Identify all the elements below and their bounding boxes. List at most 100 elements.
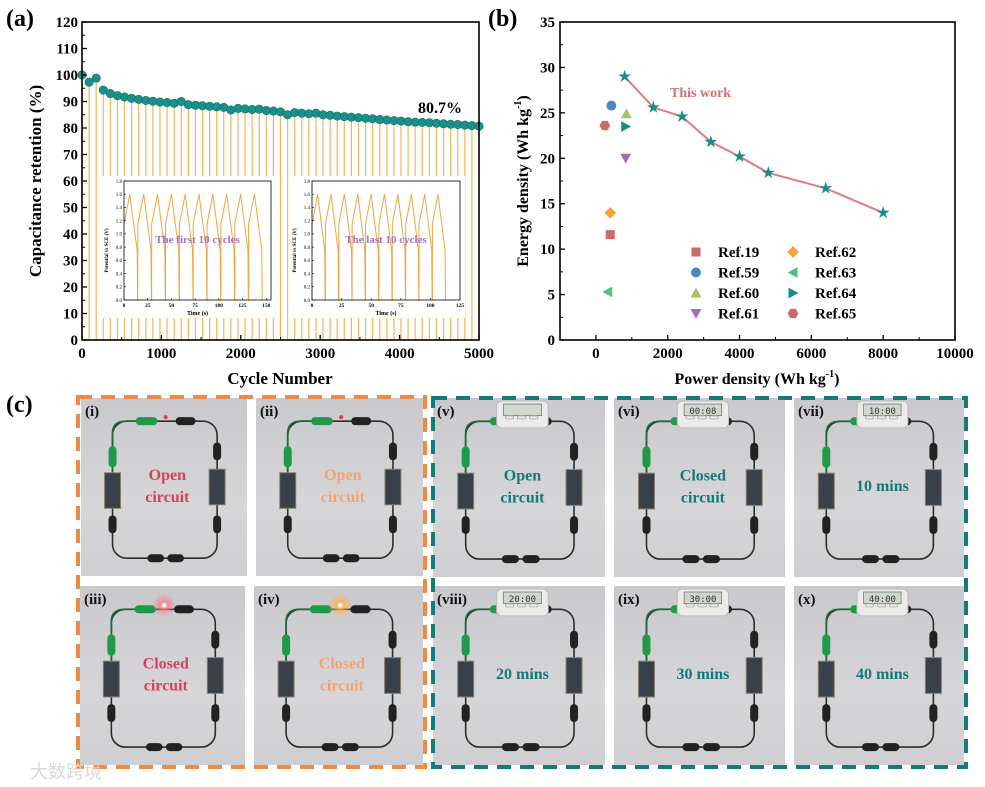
inset-xlabel: Time (s)	[375, 310, 396, 317]
photo-label: (v)	[437, 404, 455, 420]
y-tick-label: 15	[540, 197, 555, 213]
photo-caption: circuit	[321, 489, 366, 506]
inset-y-tick-label: 1.6	[304, 193, 311, 198]
black-clip	[341, 743, 359, 752]
supercapacitor-device	[565, 657, 583, 694]
black-clip	[282, 704, 291, 723]
data-point-this-work	[876, 206, 890, 219]
inset-y-tick-label: 1.4	[304, 206, 311, 211]
timer-device: 30:00	[676, 588, 730, 617]
y-tick-label: 35	[540, 15, 555, 31]
green-clip	[107, 634, 116, 656]
green-clip	[461, 446, 470, 468]
photo-caption: 40 mins	[856, 666, 909, 683]
inset-xlabel: Time (s)	[187, 310, 208, 317]
supercapacitor-device	[457, 472, 475, 510]
black-clip	[388, 704, 397, 723]
y-tick-label: 20	[63, 280, 78, 296]
inset-y-tick-label: 1.6	[116, 193, 123, 198]
supercapacitor-device	[384, 468, 402, 506]
black-clip	[750, 704, 759, 723]
black-clip	[107, 704, 116, 723]
data-point-ref-60	[621, 108, 632, 119]
green-wire	[464, 608, 511, 667]
data-point	[84, 77, 94, 87]
legend-item: Ref.63	[787, 266, 856, 282]
inset-y-tick-label: 0.0	[304, 299, 311, 304]
photo-i: (i) Open circuit	[81, 398, 247, 576]
y-tick-label: 25	[540, 106, 555, 122]
timer-button	[876, 603, 887, 608]
y-tick-label: 60	[63, 174, 78, 190]
chart-a-xlabel: Cycle Number	[227, 369, 333, 388]
photo-v: (v) Open circuit	[433, 398, 605, 577]
black-clip	[461, 704, 470, 723]
green-wire	[825, 420, 871, 479]
photo-vii: 10:00 (vii) 10 mins	[794, 398, 964, 577]
photo-label: (ix)	[618, 592, 640, 608]
photo-caption: circuit	[681, 489, 726, 506]
y-tick-label: 5	[548, 288, 556, 304]
inset-y-tick-label: 0.8	[304, 246, 311, 251]
black-clip	[213, 442, 222, 461]
inset-x-tick-label: 75	[398, 303, 404, 309]
x-tick-label: 10000	[936, 346, 974, 362]
black-clip	[570, 442, 579, 461]
black-clip	[702, 555, 721, 564]
inset-ylabel: Potential vs SCE (V)	[293, 228, 298, 272]
photo-caption: 30 mins	[676, 666, 729, 683]
inset-x-tick-label: 50	[368, 303, 374, 309]
data-point-ref-62	[604, 206, 617, 219]
black-clip	[211, 704, 220, 723]
teal-dashed-frame	[431, 396, 968, 769]
black-clip	[350, 605, 371, 614]
y-tick-label: 30	[540, 60, 555, 76]
inset-x-tick-label: 25	[145, 303, 151, 309]
photo-caption: Open	[324, 467, 361, 484]
black-clip	[108, 515, 117, 534]
green-clip	[822, 634, 831, 656]
photo-caption: Open	[504, 467, 541, 484]
photo-label: (iii)	[84, 592, 107, 608]
black-clip	[750, 442, 759, 461]
inset-y-tick-label: 0.8	[116, 246, 123, 251]
legend-marker-square-icon	[691, 247, 701, 257]
timer-display-text: 00:08	[689, 407, 716, 417]
inset-y-tick-label: 0.2	[116, 286, 123, 291]
timer-device: 10:00	[856, 400, 909, 429]
inset-y-tick-label: 1.8	[116, 180, 123, 185]
supercapacitor-device	[208, 468, 226, 506]
legend-label: Ref.65	[815, 307, 856, 323]
timer-button	[709, 603, 719, 608]
black-clip	[862, 743, 879, 752]
photo-caption: circuit	[144, 677, 189, 694]
data-point-ref-59	[606, 100, 617, 111]
data-point-this-work	[761, 166, 775, 179]
inset-caption: The first 10 cycles	[155, 234, 240, 246]
supercapacitor-device	[565, 469, 583, 506]
legend-marker-triangle-right-icon	[788, 287, 799, 299]
inset-y-tick-label: 1.0	[116, 233, 123, 238]
green-wire	[111, 420, 156, 479]
black-clip	[211, 630, 220, 649]
supercapacitor-device	[924, 657, 942, 694]
photo-caption: circuit	[320, 677, 365, 694]
inset-chart-1: 0.0 0.2 0.4 0.6 0.8 1.0 1.2 1.4 1.6 1.8 0 25 50 75 100…	[105, 180, 272, 317]
chart-b-ylabel: Energy density (Wh kg-1)	[513, 95, 532, 266]
inset-y-tick-label: 1.0	[304, 233, 311, 238]
data-point-ref-63	[602, 286, 613, 298]
timer-button	[504, 603, 515, 608]
y-tick-label: 50	[63, 201, 78, 217]
data-point-this-work	[733, 149, 746, 162]
inset-frame	[311, 180, 461, 301]
inset-x-tick-label: 75	[192, 303, 198, 309]
supercapacitor-device	[817, 472, 835, 510]
legend-item: Ref.59	[691, 266, 759, 282]
black-clip	[682, 743, 700, 752]
photo-ix: 30:00 (ix) 30 mins	[614, 586, 785, 765]
supercapacitor-device	[104, 472, 122, 509]
green-clip	[461, 634, 470, 656]
black-clip	[702, 743, 721, 752]
black-clip	[174, 605, 194, 614]
y-tick-label: 10	[63, 307, 78, 323]
